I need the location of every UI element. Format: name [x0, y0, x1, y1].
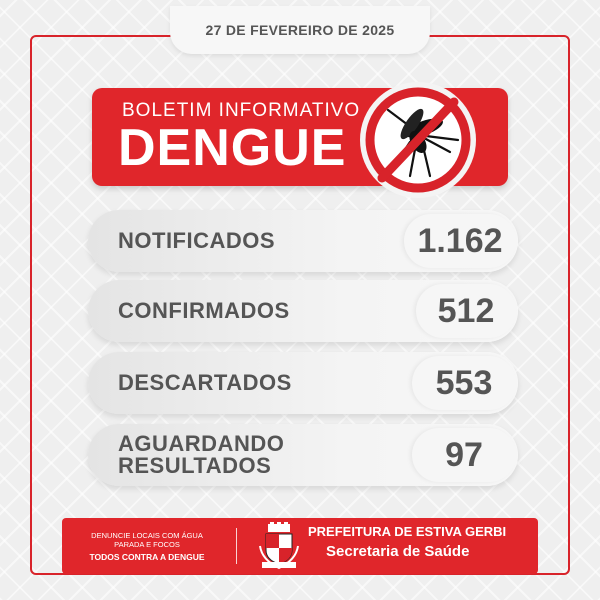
date-tab: 27 DE FEVEREIRO DE 2025	[170, 6, 430, 54]
no-mosquito-icon	[360, 82, 476, 198]
stat-label: DESCARTADOS	[118, 370, 292, 395]
banner-subtitle: BOLETIM INFORMATIVO	[122, 100, 361, 121]
stat-value-box: 553	[412, 356, 516, 410]
stat-row-confirmados: CONFIRMADOS 512	[88, 280, 518, 342]
stat-value: 512	[437, 291, 495, 330]
campaign-line2: PARADA E FOCOS	[114, 539, 180, 549]
date-text: 27 DE FEVEREIRO DE 2025	[205, 22, 395, 38]
campaign-text: DENUNCIE LOCAIS COM ÁGUA PARADA E FOCOS …	[62, 518, 232, 574]
stat-label: NOTIFICADOS	[118, 228, 276, 253]
stat-label-line1: AGUARDANDO	[118, 431, 285, 456]
org-name: PREFEITURA DE ESTIVA GERBI	[308, 524, 507, 539]
stat-label-line2: RESULTADOS	[118, 453, 272, 478]
stat-row-notificados: NOTIFICADOS 1.162	[88, 210, 518, 272]
stat-label: CONFIRMADOS	[118, 298, 290, 323]
stat-row-descartados: DESCARTADOS 553	[88, 352, 518, 414]
stat-value: 553	[435, 363, 493, 402]
footer-divider	[236, 528, 237, 564]
campaign-line1: DENUNCIE LOCAIS COM ÁGUA	[91, 530, 203, 540]
footer-org: PREFEITURA DE ESTIVA GERBI Secretaria de…	[308, 524, 506, 560]
city-crest-icon	[259, 522, 299, 570]
stat-value: 97	[445, 435, 483, 474]
stat-value-box: 97	[412, 428, 516, 482]
dept-name: Secretaria de Saúde	[326, 543, 470, 560]
stat-value-box: 512	[416, 284, 516, 338]
footer-bar: DENUNCIE LOCAIS COM ÁGUA PARADA E FOCOS …	[62, 518, 538, 574]
banner-title: DENGUE	[118, 119, 347, 177]
campaign-slogan: TODOS CONTRA A DENGUE	[89, 551, 205, 562]
stat-row-aguardando: AGUARDANDO RESULTADOS 97	[88, 424, 518, 486]
stat-label: AGUARDANDO RESULTADOS	[118, 424, 284, 486]
stat-value-box: 1.162	[404, 214, 516, 268]
stat-value: 1.162	[417, 221, 503, 260]
